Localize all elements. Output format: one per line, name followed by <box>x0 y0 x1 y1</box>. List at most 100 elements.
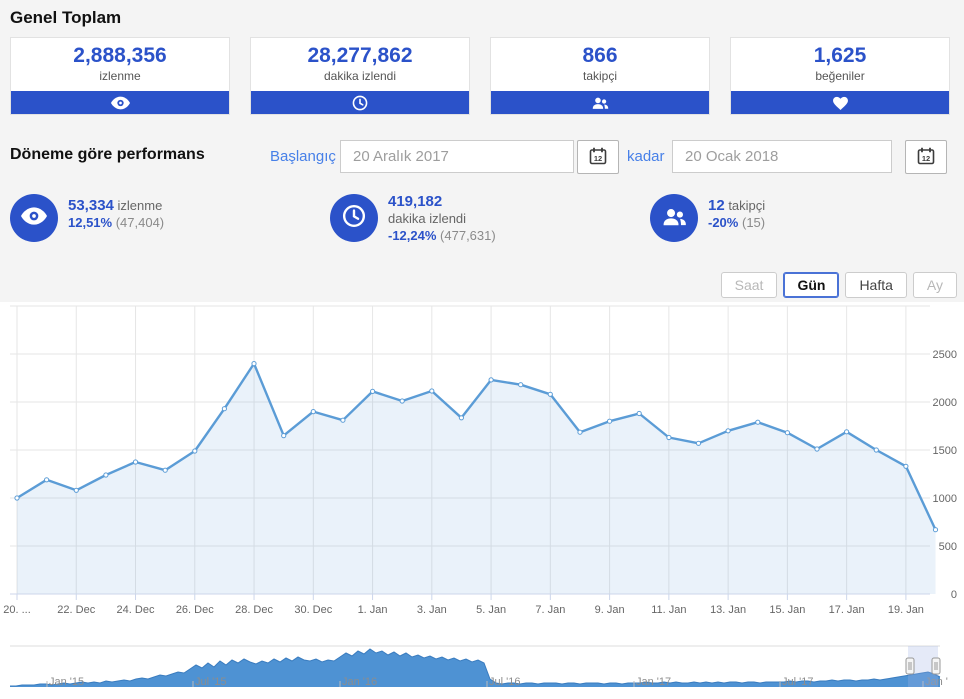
data-point-marker[interactable] <box>399 398 405 404</box>
data-point-marker[interactable] <box>547 391 553 397</box>
card-label: izlenme <box>99 69 141 83</box>
data-point-marker[interactable] <box>429 388 435 394</box>
x-axis-label: 5. Jan <box>476 604 506 616</box>
end-date-label: kadar <box>627 148 665 165</box>
navigator-axis-label: Jul '17 <box>782 676 813 688</box>
navigator-right-handle[interactable] <box>931 657 941 675</box>
clock-icon <box>352 95 368 111</box>
data-point-marker[interactable] <box>251 361 257 367</box>
range-button-saat[interactable]: Saat <box>720 272 778 298</box>
x-axis-label: 19. Jan <box>888 604 924 616</box>
data-point-marker[interactable] <box>281 433 287 439</box>
eye-icon <box>110 96 130 110</box>
stat-change: 12,51% <box>68 215 113 230</box>
clock-icon <box>342 204 366 233</box>
x-axis-label: 15. Jan <box>769 604 805 616</box>
data-point-marker[interactable] <box>844 429 850 435</box>
start-date-label: Başlangıç <box>270 148 336 165</box>
data-point-marker[interactable] <box>518 382 524 388</box>
navigator-axis-label: Jul '16 <box>489 676 520 688</box>
card-tab[interactable] <box>251 91 469 114</box>
stat-value: 419,182 <box>388 193 443 210</box>
data-point-marker[interactable] <box>488 377 494 383</box>
data-point-marker[interactable] <box>873 447 879 453</box>
summary-card-izlenme[interactable]: 2,888,356 izlenme <box>10 37 230 115</box>
data-point-marker[interactable] <box>607 418 613 424</box>
x-axis-label: 11. Jan <box>651 604 686 616</box>
x-axis-label: 26. Dec <box>176 604 214 616</box>
x-axis-label: 20. ... <box>3 604 31 616</box>
y-axis-label: 0 <box>951 589 957 601</box>
stat-previous: (15) <box>741 215 766 230</box>
data-point-marker[interactable] <box>932 527 939 533</box>
end-date-calendar-button[interactable]: 12 <box>905 140 947 174</box>
data-point-marker[interactable] <box>784 430 791 436</box>
performance-chart[interactable]: 20. ... 22. Dec 24. Dec 26. Dec 28. Dec 30. D… <box>0 300 964 699</box>
data-point-marker[interactable] <box>310 409 316 415</box>
card-tab[interactable] <box>731 91 949 114</box>
card-label: takipçi <box>582 69 617 83</box>
data-point-marker[interactable] <box>755 419 761 425</box>
data-point-marker[interactable] <box>192 448 198 454</box>
navigator-axis-label: Jul '15 <box>195 676 226 688</box>
range-button-hafta[interactable]: Hafta <box>845 272 907 298</box>
heart-icon <box>832 95 849 110</box>
data-point-marker[interactable] <box>577 429 583 435</box>
data-point-marker[interactable] <box>73 487 79 493</box>
stat-previous: (47,404) <box>115 215 165 230</box>
data-point-marker[interactable] <box>162 467 168 473</box>
stat-value: 53,334 <box>68 197 114 214</box>
navigator-axis-label: Jan '15 <box>49 676 84 688</box>
y-axis-label: 2000 <box>933 397 957 409</box>
range-button-gun[interactable]: Gün <box>783 272 840 298</box>
navigator-left-handle[interactable] <box>905 657 915 675</box>
data-point-marker[interactable] <box>695 440 702 446</box>
eye-icon <box>21 206 47 230</box>
calendar-icon: 12 <box>588 146 608 169</box>
data-point-marker[interactable] <box>44 477 50 483</box>
start-date-input[interactable] <box>340 140 574 173</box>
navigator-series-area[interactable] <box>10 649 940 687</box>
card-value: 28,277,862 <box>307 44 413 67</box>
people-icon <box>591 95 609 110</box>
data-point-marker[interactable] <box>903 463 909 469</box>
start-date-calendar-button[interactable]: 12 <box>577 140 619 174</box>
y-axis-label: 2500 <box>933 349 957 361</box>
card-tab[interactable] <box>11 91 229 114</box>
card-tab[interactable] <box>491 91 709 114</box>
views-stat: 53,334 izlenme 12,51% (47,404) <box>68 197 164 231</box>
range-button-ay[interactable]: Ay <box>912 272 957 298</box>
data-point-marker[interactable] <box>370 388 376 395</box>
data-point-marker[interactable] <box>636 410 642 417</box>
chart-panel <box>0 302 964 699</box>
data-point-marker[interactable] <box>814 446 820 452</box>
card-label: beğeniler <box>815 69 865 83</box>
summary-card-takipci[interactable]: 866 takipçi <box>490 37 710 115</box>
data-point-marker[interactable] <box>132 459 139 465</box>
views-stat-icon <box>10 194 58 242</box>
y-axis-label: 1500 <box>933 445 957 457</box>
data-point-marker[interactable] <box>725 428 731 434</box>
summary-card-dakika[interactable]: 28,277,862 dakika izlendi <box>250 37 470 115</box>
data-point-marker[interactable] <box>666 434 672 441</box>
y-axis-label: 500 <box>939 541 957 553</box>
minutes-stat: 419,182 dakika izlendi -12,24% (477,631) <box>388 193 496 244</box>
data-point-marker[interactable] <box>340 417 346 423</box>
end-date-input[interactable] <box>672 140 892 173</box>
x-axis-label: 7. Jan <box>535 604 565 616</box>
followers-stat: 12 takipçi -20% (15) <box>708 197 765 231</box>
main-series-line[interactable] <box>16 362 937 531</box>
stat-label: izlenme <box>117 198 163 213</box>
y-axis-label: 1000 <box>933 493 957 505</box>
card-value: 2,888,356 <box>73 44 167 67</box>
data-point-marker[interactable] <box>103 472 109 478</box>
x-axis-label: 3. Jan <box>417 604 447 616</box>
data-point-marker[interactable] <box>221 406 227 412</box>
stat-change: -20% <box>708 215 739 230</box>
data-point-marker[interactable] <box>458 415 464 421</box>
summary-card-begeniler[interactable]: 1,625 beğeniler <box>730 37 950 115</box>
data-point-marker[interactable] <box>14 495 20 501</box>
navigator-series-line <box>10 648 941 687</box>
stat-value: 12 <box>708 197 725 214</box>
people-icon <box>661 205 687 232</box>
